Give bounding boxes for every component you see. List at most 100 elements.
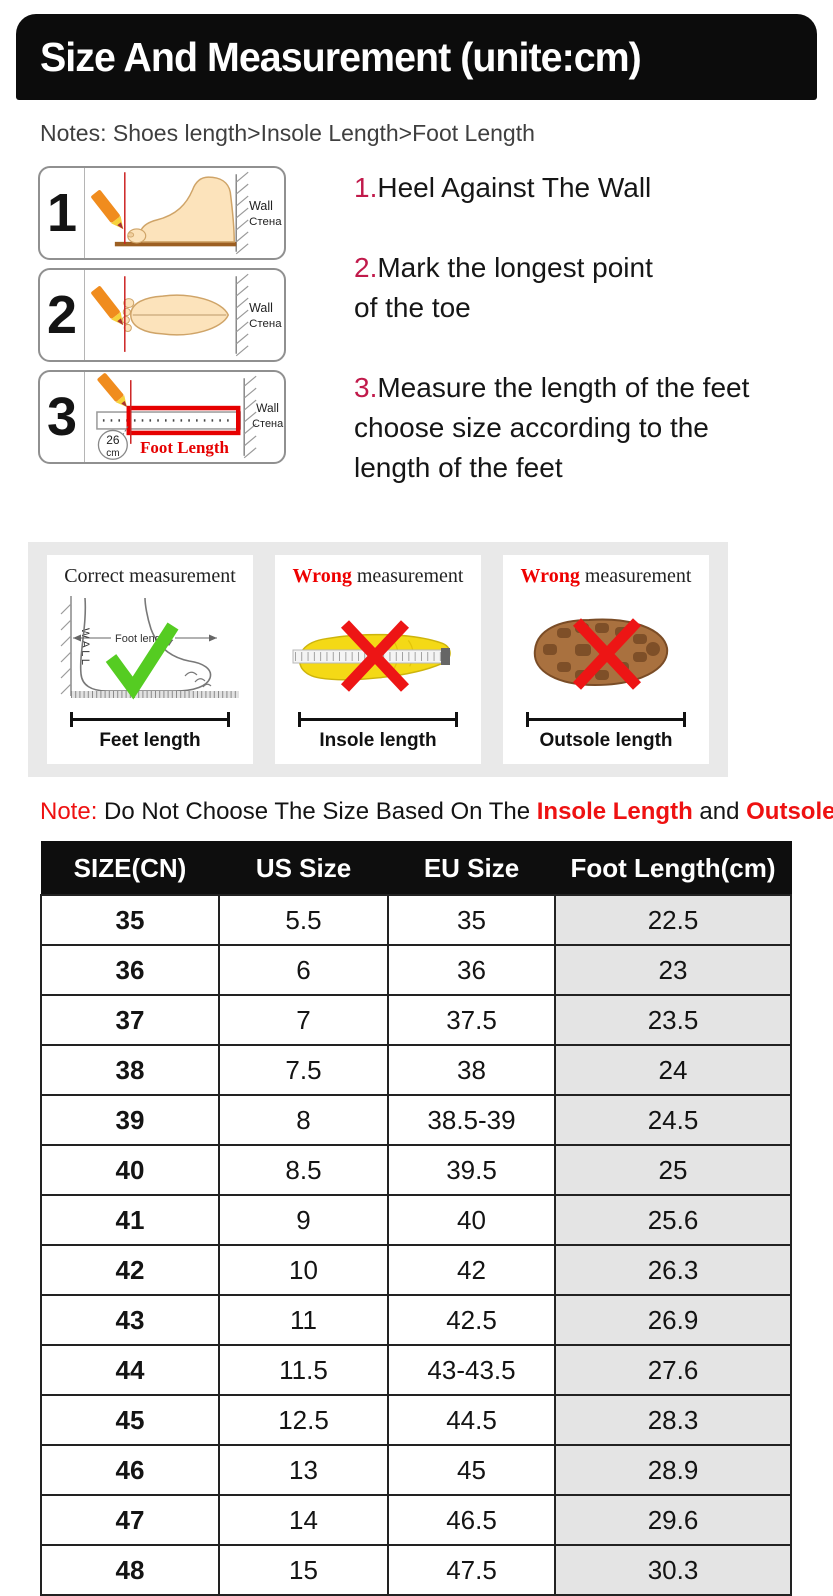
table-cell: 25 [554, 1144, 792, 1196]
table-row: 38 7.5 38 24 [40, 1044, 792, 1096]
step-illustrations: 1 Wall Стена [38, 166, 286, 528]
measuring-section: 1 Wall Стена [38, 166, 813, 528]
table-cell: 38 [387, 1044, 556, 1096]
instruction-list: 1.Heel Against The Wall 2.Mark the longe… [354, 166, 749, 528]
table-cell: 43 [40, 1294, 220, 1346]
length-bracket [526, 712, 686, 727]
card-title-rest: measurement [351, 565, 464, 587]
foot-side-view-icon: Wall Стена [91, 171, 282, 255]
step-box-2: 2 Wall Стена [38, 268, 286, 362]
table-cell: 28.3 [554, 1394, 792, 1446]
table-row: 37 7 37.5 23.5 [40, 994, 792, 1046]
table-cell: 43-43.5 [387, 1344, 556, 1396]
table-cell: 8.5 [218, 1144, 389, 1196]
size-table: SIZE(CN) US Size EU Size Foot Length(cm)… [40, 841, 792, 1596]
table-cell: 45 [40, 1394, 220, 1446]
pencil-icon [97, 373, 128, 408]
table-row: 35 5.5 35 22.5 [40, 894, 792, 946]
table-row: 48 15 47.5 30.3 [40, 1544, 792, 1596]
instruction-3: 3.Measure the length of the feet choose … [354, 368, 749, 488]
col-header-us-size: US Size [218, 841, 389, 896]
wall-label-ru: Стена [252, 418, 284, 430]
table-row: 43 11 42.5 26.9 [40, 1294, 792, 1346]
card-wrong-insole: Wrong measurement Insole length [275, 555, 481, 764]
table-cell: 37 [40, 994, 220, 1046]
table-cell: 25.6 [554, 1194, 792, 1246]
outsole-icon [533, 618, 669, 690]
wall-label-ru: Стена [249, 216, 282, 228]
step-number: 3 [40, 372, 85, 462]
instruction-text: Mark the longest point [377, 252, 653, 283]
table-row: 45 12.5 44.5 28.3 [40, 1394, 792, 1446]
size-table-body: 35 5.5 35 22.5 36 6 36 23 37 7 37.5 23.5 38 7.5 38 24 39… [40, 894, 792, 1596]
notes-line: Notes: Shoes length>Insole Length>Foot L… [40, 120, 535, 146]
instruction-2: 2.Mark the longest point of the toe [354, 248, 749, 328]
table-cell: 47 [40, 1494, 220, 1546]
table-cell: 11 [218, 1294, 389, 1346]
table-cell: 35 [387, 894, 556, 946]
note-conjunction: and [692, 798, 747, 825]
card-title-accent: Wrong [292, 565, 352, 587]
table-row: 47 14 46.5 29.6 [40, 1494, 792, 1546]
step-number: 1 [40, 168, 85, 258]
table-cell: 8 [218, 1094, 389, 1146]
table-cell: 39.5 [387, 1144, 556, 1196]
check-mark-icon [105, 622, 179, 700]
pencil-icon [91, 286, 124, 326]
table-cell: 44.5 [387, 1394, 556, 1446]
ruler-measure-icon: Wall Стена 26 cm Foot Length [96, 373, 284, 460]
table-cell: 22.5 [554, 894, 792, 946]
table-cell: 11.5 [218, 1344, 389, 1396]
instruction-number: 2. [354, 252, 378, 283]
card-title-accent: Wrong [520, 565, 580, 587]
step3-illustration: Wall Стена 26 cm Foot Length [85, 372, 284, 462]
table-cell: 27.6 [554, 1344, 792, 1396]
card-label: Outsole length [539, 730, 673, 751]
table-cell: 47.5 [387, 1544, 556, 1596]
note-insole-highlight: Insole Length [536, 798, 693, 825]
table-cell: 26.3 [554, 1244, 792, 1296]
instruction-text: Heel Against The Wall [377, 172, 652, 203]
table-cell: 38.5-39 [387, 1094, 556, 1146]
foot-top-view-icon: Wall Стена [91, 273, 282, 357]
table-cell: 24.5 [554, 1094, 792, 1146]
table-cell: 12.5 [218, 1394, 389, 1446]
table-cell: 41 [40, 1194, 220, 1246]
table-cell: 36 [387, 944, 556, 996]
mark-unit: cm [106, 448, 119, 459]
table-row: 44 11.5 43-43.5 27.6 [40, 1344, 792, 1396]
table-cell: 48 [40, 1544, 220, 1596]
step2-illustration: Wall Стена [85, 270, 284, 360]
instruction-1: 1.Heel Against The Wall [354, 168, 749, 208]
step1-illustration: Wall Стена [85, 168, 284, 258]
table-cell: 23.5 [554, 994, 792, 1046]
instruction-text: Measure the length of the feet [377, 372, 750, 403]
table-cell: 7.5 [218, 1044, 389, 1096]
warning-note: Note: Do Not Choose The Size Based On Th… [40, 798, 833, 826]
table-cell: 42 [40, 1244, 220, 1296]
col-header-eu-size: EU Size [387, 841, 556, 896]
step-box-3: 3 Wall Стена [38, 370, 286, 464]
measurement-cards: Correct measurement WALL Foot length Fee… [28, 542, 728, 777]
table-cell: 42 [387, 1244, 556, 1296]
instruction-number: 1. [354, 172, 378, 203]
col-header-size-cn: SIZE(CN) [40, 841, 220, 896]
insole-icon [292, 620, 451, 692]
instruction-text: choose size according to the [354, 412, 709, 443]
table-cell: 37.5 [387, 994, 556, 1046]
table-cell: 40 [40, 1144, 220, 1196]
page-title: Size And Measurement (unite:cm) [40, 33, 642, 80]
instruction-text: of the toe [354, 292, 471, 323]
table-row: 42 10 42 26.3 [40, 1244, 792, 1296]
table-cell: 7 [218, 994, 389, 1046]
foot-length-label: Foot Length [140, 438, 229, 457]
wall-label: Wall [256, 401, 279, 415]
table-cell: 39 [40, 1094, 220, 1146]
table-cell: 40 [387, 1194, 556, 1246]
length-bracket [298, 712, 458, 727]
table-cell: 42.5 [387, 1294, 556, 1346]
table-row: 46 13 45 28.9 [40, 1444, 792, 1496]
table-row: 36 6 36 23 [40, 944, 792, 996]
table-row: 41 9 40 25.6 [40, 1194, 792, 1246]
step-number: 2 [40, 270, 85, 360]
